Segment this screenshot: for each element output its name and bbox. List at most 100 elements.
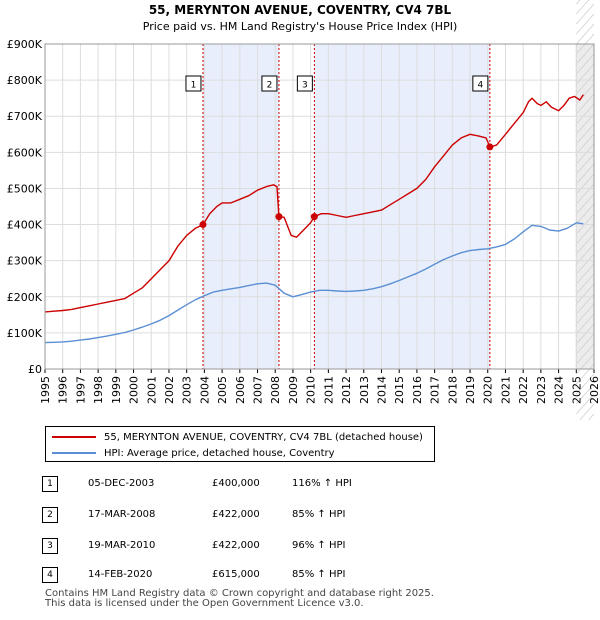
sale-label-box xyxy=(472,75,489,92)
x-tick-label: 2021 xyxy=(499,376,512,404)
hatch-line xyxy=(576,0,590,15)
hatch-line xyxy=(576,0,581,5)
hatch-line xyxy=(576,313,595,335)
x-tick-label: 2006 xyxy=(234,376,247,404)
x-tick-label: 2026 xyxy=(588,376,600,404)
hatch-line xyxy=(576,113,595,135)
x-tick-label: 2012 xyxy=(340,376,353,404)
legend-label-hpi: HPI: Average price, detached house, Cove… xyxy=(104,447,335,459)
legend-item-property: 55, MERYNTON AVENUE, COVENTRY, CV4 7BL (… xyxy=(52,429,423,445)
y-tick-label: £600K xyxy=(7,146,43,159)
hatch-line xyxy=(576,193,595,215)
legend-label-property: 55, MERYNTON AVENUE, COVENTRY, CV4 7BL (… xyxy=(104,431,423,443)
chart-legend: 55, MERYNTON AVENUE, COVENTRY, CV4 7BL (… xyxy=(45,426,435,462)
x-tick-label: 1998 xyxy=(92,376,105,404)
hatch-line xyxy=(576,283,595,305)
sale-label-box xyxy=(296,75,313,92)
plot-border xyxy=(44,43,595,370)
x-tick-label: 2004 xyxy=(198,376,211,404)
y-tick-label: £0 xyxy=(28,363,42,376)
legend-item-hpi: HPI: Average price, detached house, Cove… xyxy=(52,445,335,461)
sale-price: £615,000 xyxy=(212,569,260,580)
property-price-line xyxy=(44,94,584,313)
hatch-line xyxy=(576,363,595,385)
hatch-line xyxy=(576,253,595,275)
x-tick-label: 2008 xyxy=(269,376,282,404)
x-tick-label: 2020 xyxy=(482,376,495,404)
sale-row: 1 05-DEC-2003 £400,000 116% ↑ HPI xyxy=(40,476,440,494)
hatch-line xyxy=(576,373,595,395)
sale-point xyxy=(275,213,283,221)
hatch-line xyxy=(576,53,595,75)
sale-date: 19-MAR-2010 xyxy=(88,540,156,551)
hatch-line xyxy=(576,223,595,245)
hatch-line xyxy=(576,233,595,255)
hatch-line xyxy=(576,163,595,185)
sale-price: £422,000 xyxy=(212,540,260,551)
sale-date: 05-DEC-2003 xyxy=(88,478,155,489)
hatch-line xyxy=(576,73,595,95)
hatch-line xyxy=(576,263,595,285)
forecast-region xyxy=(576,44,594,369)
hatch-line xyxy=(576,83,595,105)
hatch-line xyxy=(576,133,595,155)
sale-hpi-change: 116% ↑ HPI xyxy=(292,478,352,489)
x-tick-label: 2002 xyxy=(163,376,176,404)
sale-label: 1 xyxy=(191,81,197,91)
sale-date: 14-FEB-2020 xyxy=(88,569,153,580)
x-tick-label: 1996 xyxy=(57,376,70,404)
sale-label-box xyxy=(185,75,202,92)
x-tick-label: 2019 xyxy=(464,376,477,404)
x-tick-label: 2011 xyxy=(322,376,335,404)
x-tick-label: 1995 xyxy=(39,376,52,404)
price-chart: 55, MERYNTON AVENUE, COVENTRY, CV4 7BL P… xyxy=(7,0,600,420)
hatch-line xyxy=(576,273,595,295)
sale-label: 4 xyxy=(477,81,483,91)
x-tick-label: 2023 xyxy=(535,376,548,404)
hatch-line xyxy=(576,213,595,235)
sale-label-box xyxy=(261,75,278,92)
hatch-line xyxy=(576,323,595,345)
hatch-line xyxy=(576,203,595,225)
y-tick-label: £400K xyxy=(7,219,43,232)
sale-row: 2 17-MAR-2008 £422,000 85% ↑ HPI xyxy=(40,507,440,525)
hatch-line xyxy=(579,403,595,420)
y-tick-label: £200K xyxy=(7,291,43,304)
hatch-line xyxy=(576,343,595,365)
sale-date: 17-MAR-2008 xyxy=(88,509,156,520)
shaded-period xyxy=(202,44,279,369)
sale-hpi-change: 85% ↑ HPI xyxy=(292,509,346,520)
footer: Contains HM Land Registry data © Crown c… xyxy=(45,589,434,609)
x-tick-label: 2009 xyxy=(287,376,300,404)
x-tick-label: 1997 xyxy=(74,376,87,404)
y-tick-label: £700K xyxy=(7,110,43,123)
x-tick-label: 2000 xyxy=(128,376,141,404)
footer-licence: This data is licensed under the Open Gov… xyxy=(45,598,364,609)
sale-marker: 4 xyxy=(42,567,58,583)
hatch-line xyxy=(576,93,595,115)
sale-point xyxy=(310,213,318,221)
x-tick-label: 2022 xyxy=(517,376,530,404)
legend-swatch-hpi xyxy=(52,452,96,454)
hatch-line xyxy=(576,333,595,355)
x-tick-label: 2005 xyxy=(216,376,229,404)
legend-swatch-property xyxy=(52,436,96,438)
hatch-line xyxy=(576,63,595,85)
hatch-line xyxy=(576,23,595,45)
sale-point xyxy=(199,221,207,229)
sale-marker: 2 xyxy=(42,507,58,523)
shaded-period xyxy=(314,44,490,369)
forecast-hatch xyxy=(576,0,595,420)
hatch-line xyxy=(588,413,595,420)
x-tick-label: 2007 xyxy=(252,376,265,404)
sale-price: £400,000 xyxy=(212,478,260,489)
sale-label: 2 xyxy=(267,81,273,91)
hatch-line xyxy=(576,3,595,25)
chart-subtitle: Price paid vs. HM Land Registry's House … xyxy=(143,20,458,33)
hatch-line xyxy=(576,393,595,415)
sale-marker: 3 xyxy=(42,538,58,554)
sale-price: £422,000 xyxy=(212,509,260,520)
y-tick-label: £100K xyxy=(7,327,43,340)
x-tick-label: 1999 xyxy=(110,376,123,404)
x-tick-label: 2010 xyxy=(305,376,318,404)
